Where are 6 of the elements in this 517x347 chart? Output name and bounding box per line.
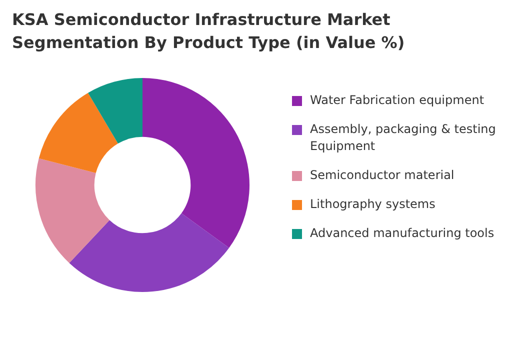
legend-label: Lithography systems bbox=[310, 196, 436, 213]
legend-label: Semiconductor material bbox=[310, 167, 454, 184]
legend-label: Assembly, packaging & testing Equipment bbox=[310, 121, 497, 155]
chart-title: KSA Semiconductor Infrastructure Market Segmentation By Product Type (in Value %) bbox=[12, 9, 406, 54]
legend-label: Water Fabrication equipment bbox=[310, 92, 484, 109]
legend-label: Advanced manufacturing tools bbox=[310, 225, 494, 242]
